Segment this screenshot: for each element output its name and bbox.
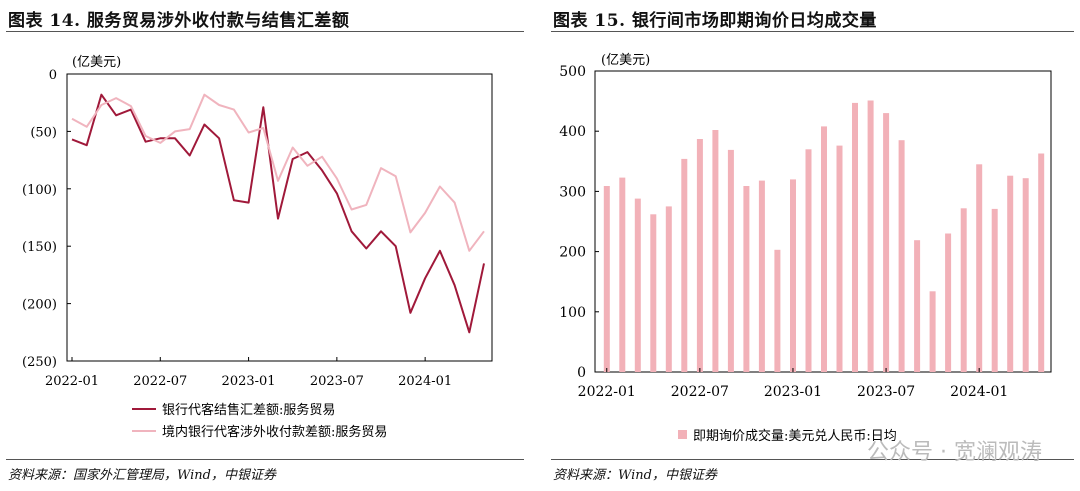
x-tick-label: 2023-01 bbox=[222, 374, 276, 389]
bar bbox=[727, 149, 734, 372]
y-axis-unit-label: (亿美元) bbox=[72, 55, 121, 70]
y-tick-label: (200) bbox=[22, 298, 57, 313]
y-tick-label: 200 bbox=[559, 245, 586, 261]
legend-label-1: 即期询价成交量:美元兑人民币:日均 bbox=[693, 428, 897, 444]
legend-label-1: 银行代客结售汇差额:服务贸易 bbox=[162, 402, 335, 418]
bar bbox=[634, 198, 641, 372]
bar bbox=[945, 233, 952, 372]
plot-frame bbox=[66, 73, 493, 362]
x-tick-label: 2023-07 bbox=[857, 384, 915, 400]
chart-title: 图表 15. 银行间市场即期询价日均成交量 bbox=[553, 11, 877, 31]
bar bbox=[976, 164, 983, 372]
bar bbox=[836, 145, 843, 372]
source-rule bbox=[6, 459, 524, 460]
bar bbox=[665, 206, 672, 372]
x-tick-label: 2022-01 bbox=[45, 374, 99, 389]
chart-source: 资料来源：国家外汇管理局，Wind，中银证券 bbox=[8, 468, 276, 483]
bar bbox=[696, 139, 703, 372]
bar bbox=[650, 214, 657, 372]
bar bbox=[681, 158, 688, 372]
y-tick-label: 0 bbox=[577, 365, 586, 381]
title-rule bbox=[6, 31, 524, 32]
y-tick-label: 300 bbox=[559, 184, 586, 200]
bar bbox=[914, 240, 921, 372]
x-tick-label: 2023-07 bbox=[310, 374, 364, 389]
bar bbox=[619, 177, 626, 372]
y-tick-label: 0 bbox=[49, 68, 57, 83]
chart-title: 图表 14. 服务贸易涉外收付款与结售汇差额 bbox=[8, 11, 350, 31]
chart-panel-service-trade: 图表 14. 服务贸易涉外收付款与结售汇差额 0 (50) (100) (150) (2… bbox=[0, 0, 530, 491]
bar bbox=[991, 208, 998, 372]
chart-panel-spot-volume: 图表 15. 银行间市场即期询价日均成交量 0 100 200 300 400 500 (亿… bbox=[545, 0, 1080, 491]
bar-chart: 0 100 200 300 400 500 (亿美元) 2022-01 2022-07 2023-… bbox=[559, 53, 1052, 444]
series-line-2 bbox=[71, 93, 485, 252]
chart-source: 资料来源：Wind，中银证券 bbox=[553, 468, 717, 483]
bar bbox=[790, 179, 796, 372]
x-tick-label: 2023-01 bbox=[764, 384, 822, 400]
x-tick-label: 2022-07 bbox=[133, 374, 187, 389]
source-rule bbox=[551, 459, 1074, 460]
bar bbox=[758, 180, 765, 372]
x-tick-label: 2022-07 bbox=[671, 384, 729, 400]
bar bbox=[603, 186, 610, 372]
y-tick-label: (100) bbox=[22, 183, 57, 198]
legend-swatch-1 bbox=[678, 430, 687, 439]
bar bbox=[852, 102, 858, 373]
title-rule bbox=[551, 31, 1074, 32]
bar bbox=[960, 208, 967, 372]
watermark-text: 公众号 · 宽澜观涛 bbox=[867, 440, 1042, 465]
bar bbox=[821, 126, 827, 373]
y-tick-label: (50) bbox=[30, 125, 57, 140]
series-line-1 bbox=[71, 93, 485, 334]
legend-label-2: 境内银行代客涉外收付款差额:服务贸易 bbox=[162, 424, 387, 440]
bar bbox=[867, 100, 874, 372]
y-tick-label: (250) bbox=[22, 355, 57, 370]
bar bbox=[743, 186, 750, 372]
x-tick-label: 2022-01 bbox=[578, 384, 636, 400]
y-axis-unit-label: (亿美元) bbox=[601, 53, 650, 68]
bar bbox=[898, 140, 905, 372]
x-tick-label: 2024-01 bbox=[398, 374, 452, 389]
bar bbox=[1007, 175, 1014, 372]
bar bbox=[1038, 153, 1045, 372]
y-tick-label: 100 bbox=[559, 305, 586, 321]
y-tick-label: 500 bbox=[559, 64, 586, 80]
x-tick-label: 2024-01 bbox=[950, 384, 1008, 400]
bar bbox=[712, 130, 719, 372]
line-chart: 0 (50) (100) (150) (200) (250) (亿美元) 2022-01 202… bbox=[22, 55, 493, 440]
bar bbox=[1022, 178, 1029, 372]
bar bbox=[805, 149, 812, 372]
bar bbox=[883, 113, 890, 372]
y-tick-label: 400 bbox=[559, 124, 586, 140]
y-tick-label: (150) bbox=[22, 240, 57, 255]
bar bbox=[929, 291, 936, 372]
bar bbox=[774, 249, 781, 372]
